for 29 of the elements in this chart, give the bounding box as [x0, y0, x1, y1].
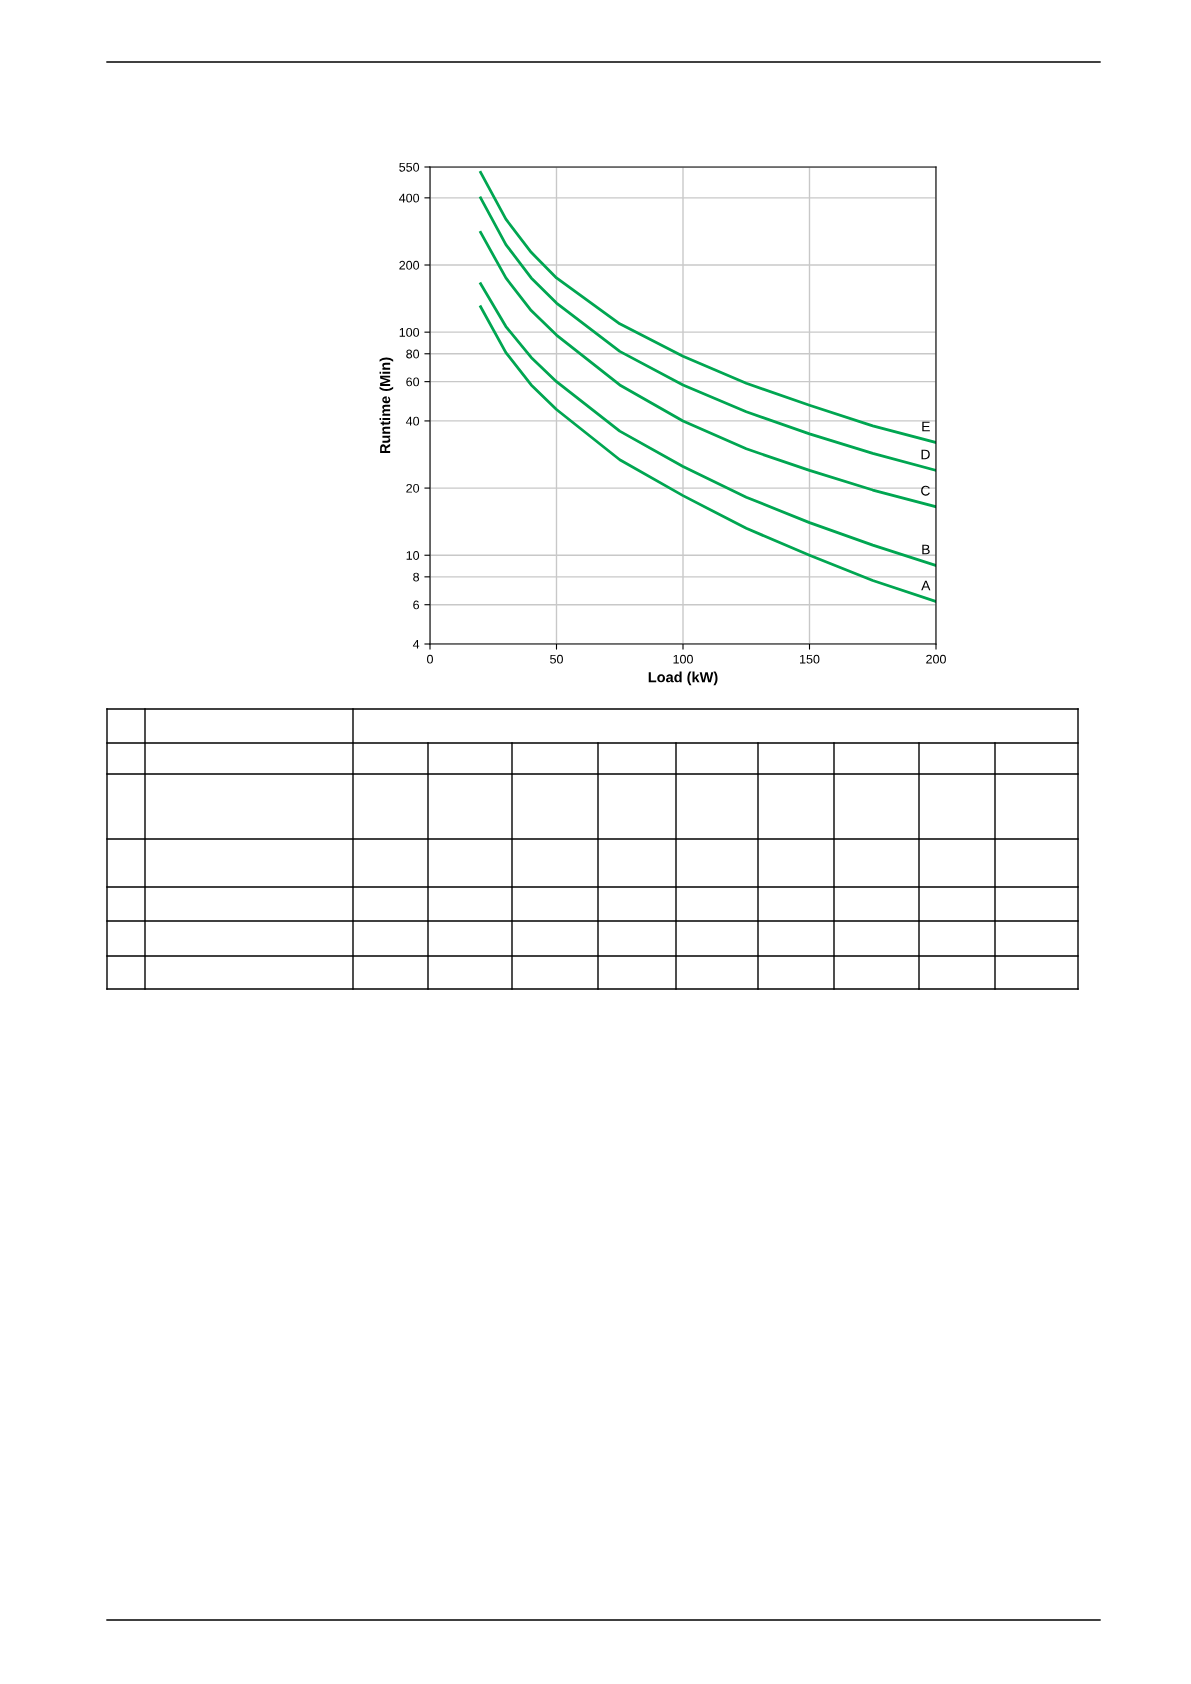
- y-tick-label: 40: [405, 416, 420, 426]
- line-series: [479, 196, 936, 472]
- y-tick-label: 8: [413, 572, 420, 582]
- series-label: D: [921, 449, 930, 460]
- y-tick-label: 100: [399, 327, 420, 337]
- y-tick-label: 400: [399, 193, 420, 203]
- series-label: B: [922, 544, 930, 555]
- line-series: [479, 171, 936, 444]
- line-series: [479, 231, 936, 509]
- y-tick-label: 80: [406, 349, 420, 359]
- line-series: [479, 282, 936, 567]
- y-tick-label: 20: [406, 483, 420, 493]
- x-axis-title: Load (kW): [648, 671, 718, 686]
- series-label: A: [921, 580, 931, 591]
- x-tick-label: 150: [800, 654, 820, 664]
- x-tick-label: 100: [673, 654, 693, 664]
- x-tick-label: 50: [550, 654, 563, 664]
- y-tick-label: 6: [413, 600, 420, 610]
- line-series: [479, 305, 936, 603]
- y-tick-label: 10: [406, 551, 420, 560]
- y-axis-title: Runtime (Min): [379, 357, 394, 454]
- x-tick-label: 0: [427, 654, 433, 664]
- series-label: E: [922, 421, 930, 432]
- x-tick-label: 200: [926, 654, 946, 664]
- series-label: C: [921, 485, 930, 496]
- y-tick-label: 550: [399, 162, 420, 172]
- y-tick-label: 4: [412, 639, 420, 649]
- y-tick-label: 60: [406, 377, 420, 387]
- y-tick-label: 200: [399, 260, 420, 270]
